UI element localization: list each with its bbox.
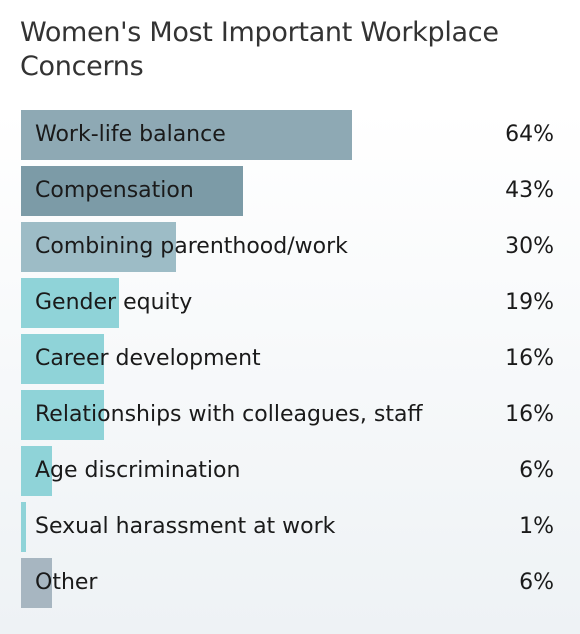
- value-label: 16%: [505, 402, 554, 427]
- bar-row: Compensation 43%: [0, 166, 580, 216]
- category-label: Combining parenthood/work: [35, 234, 348, 259]
- category-label: Age discrimination: [35, 458, 241, 483]
- category-label: Gender equity: [35, 290, 193, 315]
- bar-row: Age discrimination 6%: [0, 446, 580, 496]
- bar: [21, 446, 53, 496]
- bar-row: Combining parenthood/work 30%: [0, 222, 580, 272]
- category-label: Work-life balance: [35, 122, 226, 147]
- value-label: 19%: [505, 290, 554, 315]
- value-label: 6%: [519, 570, 554, 595]
- bar-row: Sexual harassment at work 1%: [0, 502, 580, 552]
- category-label: Relationships with colleagues, staff: [35, 402, 423, 427]
- chart-title: Women's Most Important Workplace Concern…: [20, 17, 499, 82]
- bar: [21, 558, 53, 608]
- bar: [21, 110, 352, 160]
- category-label: Other: [35, 570, 98, 595]
- category-label: Compensation: [35, 178, 194, 203]
- bar: [21, 390, 104, 440]
- category-label: Career development: [35, 346, 261, 371]
- bar-row: Other 6%: [0, 558, 580, 608]
- bar: [21, 166, 244, 216]
- value-label: 30%: [505, 234, 554, 259]
- value-label: 16%: [505, 346, 554, 371]
- bar-row: Relationships with colleagues, staff 16%: [0, 390, 580, 440]
- bar-row: Career development 16%: [0, 334, 580, 384]
- value-label: 1%: [519, 514, 554, 539]
- value-label: 43%: [505, 178, 554, 203]
- bar: [21, 222, 177, 272]
- bar: [21, 334, 104, 384]
- bar: [21, 502, 27, 552]
- bar-row: Work-life balance 64%: [0, 110, 580, 160]
- value-label: 64%: [505, 122, 554, 147]
- value-label: 6%: [519, 458, 554, 483]
- category-label: Sexual harassment at work: [35, 514, 336, 539]
- bar: [21, 278, 120, 328]
- bar-row: Gender equity 19%: [0, 278, 580, 328]
